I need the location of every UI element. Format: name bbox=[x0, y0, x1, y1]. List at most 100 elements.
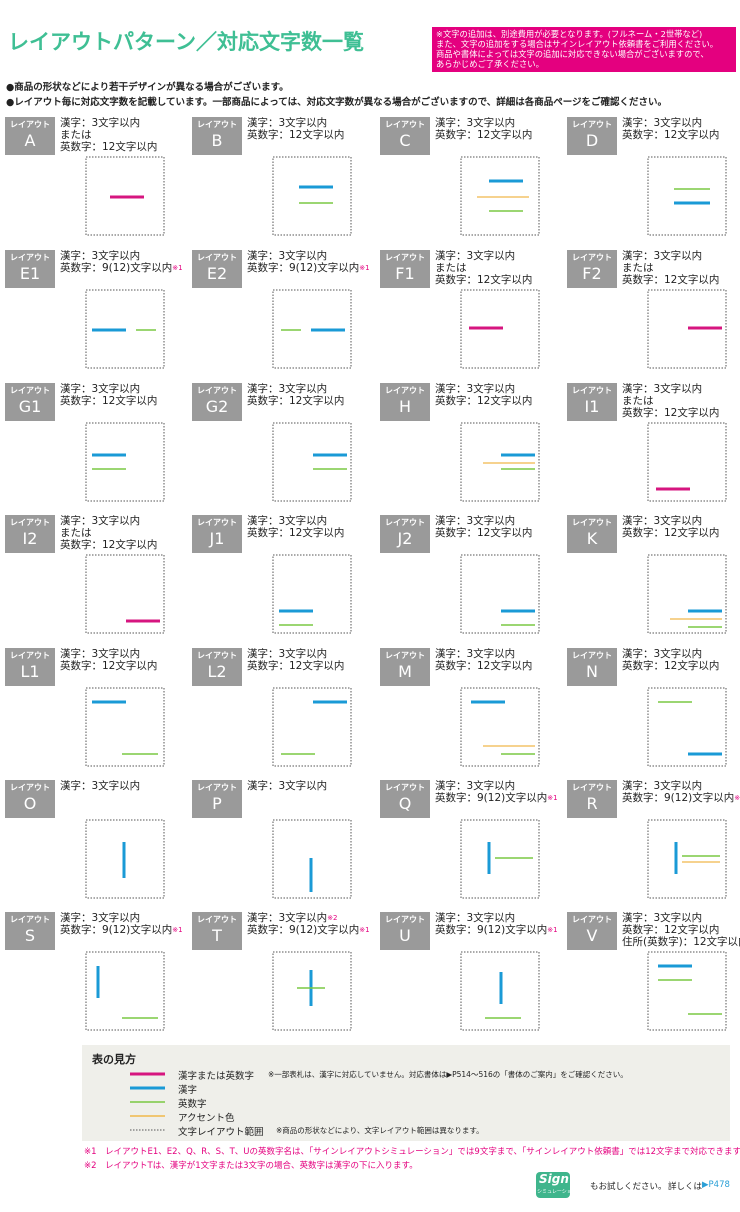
layout-area bbox=[647, 554, 727, 634]
desc-line: 漢字：3文字以内 bbox=[60, 648, 141, 660]
layout-area bbox=[647, 951, 727, 1031]
layout-badge: レイアウト L2 bbox=[192, 648, 242, 686]
desc-line: 漢字：3文字以内 bbox=[435, 250, 516, 262]
desc-line: または bbox=[435, 262, 467, 274]
layout-area bbox=[85, 289, 165, 369]
layout-area bbox=[460, 554, 540, 634]
layout-desc: 漢字：3文字以内 または 英数字：12文字以内 bbox=[622, 383, 719, 419]
layout-desc: 漢字：3文字以内 英数字：12文字以内 住所(英数字)：12文字以内 bbox=[622, 912, 740, 948]
layout-badge: レイアウト V bbox=[567, 912, 617, 950]
desc-line: 漢字：3文字以内 bbox=[622, 383, 703, 395]
layout-desc: 漢字：3文字以内 英数字：12文字以内 bbox=[247, 383, 344, 407]
layout-badge: レイアウト L1 bbox=[5, 648, 55, 686]
desc-line: 英数字：9(12)文字以内※1 bbox=[622, 792, 740, 804]
layout-area bbox=[460, 687, 540, 767]
desc-line: 英数字：12文字以内 bbox=[622, 129, 720, 141]
desc-line: または bbox=[60, 129, 92, 141]
badge-label: レイアウト bbox=[197, 518, 237, 527]
layout-desc: 漢字：3文字以内 英数字：12文字以内 bbox=[435, 648, 532, 672]
legend-label: 漢字 bbox=[178, 1085, 198, 1096]
notice-line: また、文字の追加をする場合はサインレイアウト依頼書をご利用ください。 bbox=[436, 39, 719, 49]
layout-code: C bbox=[399, 131, 411, 150]
legend-note: ※一部表札は、漢字に対応していません。対応書体は▶P514～516の「書体のご案… bbox=[268, 1070, 628, 1079]
desc-line: 漢字：3文字以内 bbox=[435, 912, 516, 924]
desc-line: 英数字：12文字以内 bbox=[60, 539, 158, 551]
desc-line: 漢字：3文字以内 bbox=[60, 515, 141, 527]
layout-area bbox=[647, 819, 727, 899]
layout-code: L2 bbox=[207, 662, 227, 681]
layout-area bbox=[85, 819, 165, 899]
badge-label: レイアウト bbox=[385, 651, 425, 660]
desc-line: または bbox=[622, 395, 654, 407]
badge-label: レイアウト bbox=[572, 783, 612, 792]
layout-code: L1 bbox=[20, 662, 40, 681]
layout-badge: レイアウト H bbox=[380, 383, 430, 421]
desc-line: 英数字：9(12)文字以内※1 bbox=[435, 792, 558, 804]
badge-label: レイアウト bbox=[385, 518, 425, 527]
badge-label: レイアウト bbox=[10, 386, 50, 395]
desc-line: または bbox=[622, 262, 654, 274]
layout-area bbox=[460, 289, 540, 369]
desc-line: 漢字：3文字以内 bbox=[247, 250, 328, 262]
note-mark: ※1 bbox=[359, 264, 370, 272]
badge-label: レイアウト bbox=[572, 915, 612, 924]
note: ●レイアウト毎に対応文字数を記載しています。一部商品によっては、対応文字数が異な… bbox=[6, 97, 668, 108]
desc-line: 住所(英数字)：12文字以内 bbox=[622, 936, 740, 948]
layout-badge: レイアウト R bbox=[567, 780, 617, 818]
desc-line: 英数字：12文字以内 bbox=[60, 395, 158, 407]
badge-label: レイアウト bbox=[385, 386, 425, 395]
badge-label: レイアウト bbox=[197, 651, 237, 660]
desc-line: 英数字：9(12)文字以内※1 bbox=[60, 262, 183, 274]
desc-line: 漢字：3文字以内 bbox=[60, 383, 141, 395]
layout-desc: 漢字：3文字以内 または 英数字：12文字以内 bbox=[435, 250, 532, 286]
desc-line: 漢字：3文字以内 bbox=[435, 117, 516, 129]
layout-badge: レイアウト J2 bbox=[380, 515, 430, 553]
layout-area bbox=[647, 687, 727, 767]
layout-desc: 漢字：3文字以内 または 英数字：12文字以内 bbox=[60, 515, 157, 551]
note-mark: ※1 bbox=[734, 794, 740, 802]
badge-label: レイアウト bbox=[385, 915, 425, 924]
legend-label: 英数字 bbox=[178, 1099, 207, 1110]
layout-code: D bbox=[585, 131, 599, 150]
layout-code: S bbox=[24, 926, 36, 945]
desc-line: 英数字：12文字以内 bbox=[622, 527, 720, 539]
layout-desc: 漢字：3文字以内 英数字：12文字以内 bbox=[247, 117, 344, 141]
layout-badge: レイアウト E2 bbox=[192, 250, 242, 288]
layout-area bbox=[85, 156, 165, 236]
notice: ※文字の追加は、別途費用が必要となります。(フルネーム・2世帯など) また、文字の… bbox=[436, 29, 718, 69]
layout-area bbox=[647, 156, 727, 236]
layout-desc: 漢字：3文字以内英数字：9(12)文字以内※1 bbox=[60, 912, 183, 936]
notice-line: ※文字の追加は、別途費用が必要となります。(フルネーム・2世帯など) bbox=[436, 29, 703, 39]
layout-desc: 漢字：3文字以内 英数字：12文字以内 bbox=[60, 383, 157, 407]
layout-badge: レイアウト I2 bbox=[5, 515, 55, 553]
desc-line: 漢字：3文字以内 bbox=[435, 383, 516, 395]
layout-code: H bbox=[398, 397, 412, 416]
layout-code: K bbox=[586, 529, 598, 548]
layout-code: B bbox=[211, 131, 223, 150]
layout-code: J1 bbox=[209, 529, 225, 548]
desc-text: 英数字：9(12)文字以内 bbox=[60, 924, 173, 936]
desc-line: 漢字：3文字以内 bbox=[247, 780, 328, 792]
layout-desc: 漢字：3文字以内 英数字：12文字以内 bbox=[622, 117, 719, 141]
logo-sub: シミュレーション bbox=[537, 1189, 577, 1195]
layout-code: F2 bbox=[582, 264, 602, 283]
desc-text: 漢字：3文字以内 bbox=[247, 912, 328, 924]
desc-line: 漢字：3文字以内 bbox=[435, 780, 516, 792]
layout-area bbox=[460, 951, 540, 1031]
layout-area bbox=[647, 422, 727, 502]
badge-label: レイアウト bbox=[572, 253, 612, 262]
layout-desc: 漢字：3文字以内 英数字：12文字以内 bbox=[60, 648, 157, 672]
footer-page: ▶P478 bbox=[702, 1180, 730, 1190]
layout-badge: レイアウト F1 bbox=[380, 250, 430, 288]
desc-line: 漢字：3文字以内 bbox=[247, 383, 328, 395]
layout-area bbox=[460, 819, 540, 899]
note-mark: ※1 bbox=[172, 926, 183, 934]
layout-area bbox=[272, 951, 352, 1031]
footer-more: 詳しくは bbox=[668, 1182, 703, 1192]
layout-area bbox=[272, 156, 352, 236]
desc-line: 漢字：3文字以内 bbox=[622, 648, 703, 660]
desc-line: 英数字：12文字以内 bbox=[435, 395, 533, 407]
logo-box bbox=[536, 1172, 570, 1198]
